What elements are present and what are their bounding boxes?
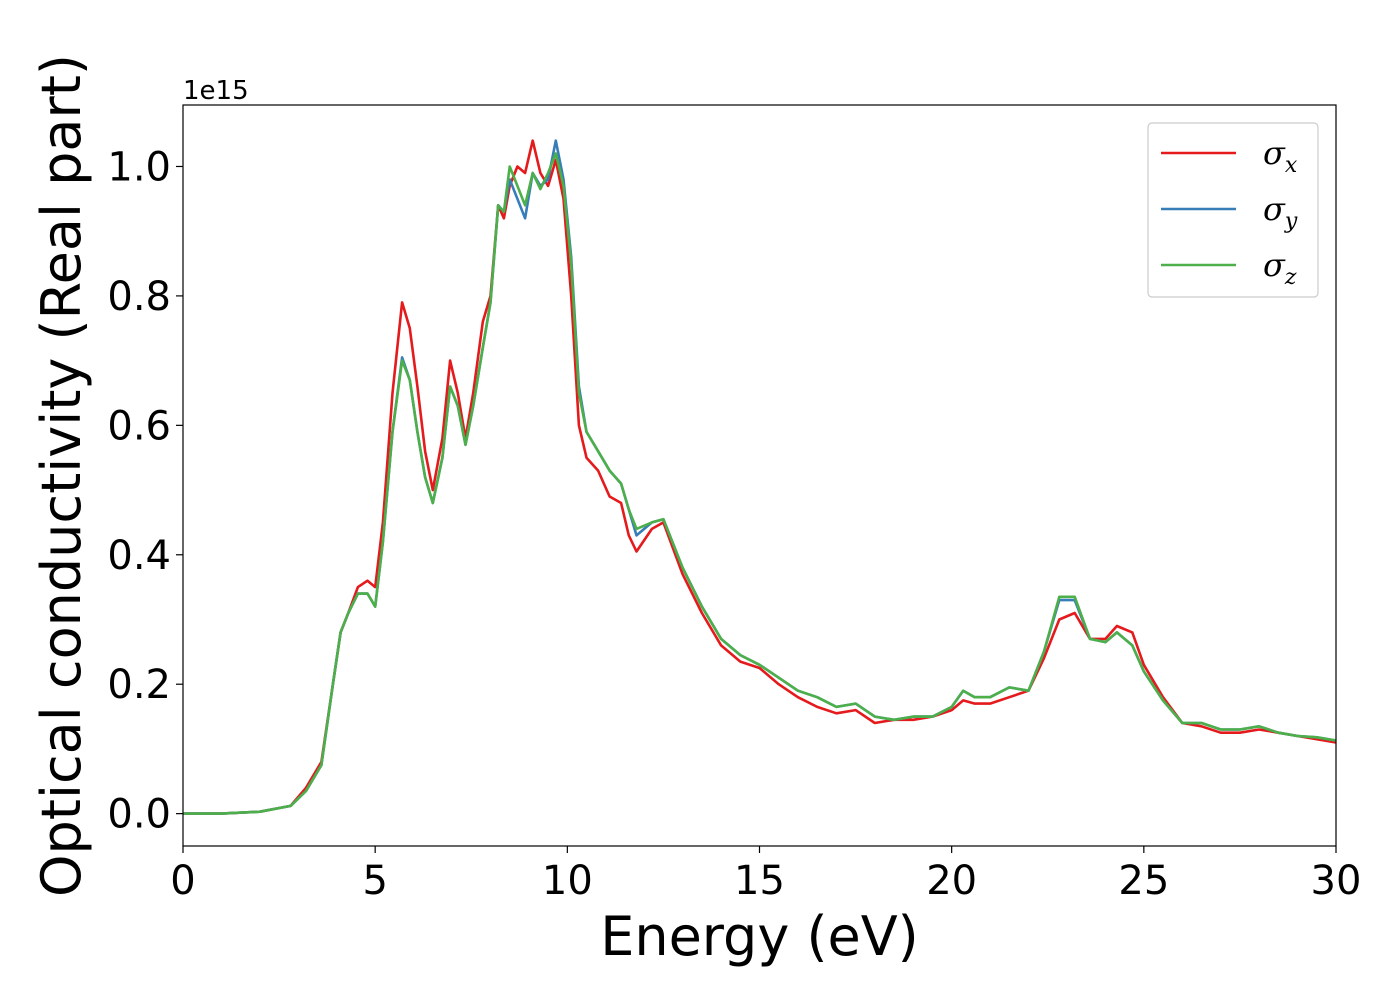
y-tick-label: 0.2 bbox=[107, 662, 171, 708]
legend-subscript: x bbox=[1285, 153, 1298, 178]
series-line-z bbox=[183, 152, 1337, 815]
legend-label-z: σz bbox=[1263, 246, 1297, 290]
y-tick-label: 0.8 bbox=[107, 274, 171, 320]
series-layer bbox=[183, 139, 1337, 815]
legend-symbol: σ bbox=[1263, 134, 1286, 172]
legend-subscript: y bbox=[1284, 209, 1298, 234]
x-axis-label: Energy (eV) bbox=[600, 905, 919, 968]
legend-label-x: σx bbox=[1263, 134, 1298, 178]
x-tick-label: 0 bbox=[170, 858, 195, 904]
legend-subscript: z bbox=[1284, 265, 1297, 290]
x-tick-label: 15 bbox=[734, 858, 785, 904]
tick-layer: 0 5 10 15 20 25 30 0.0 0.2 0.4 0.6 0.8 1.0 bbox=[107, 144, 1361, 904]
y-tick-label: 0.6 bbox=[107, 403, 171, 449]
x-tick-label: 30 bbox=[1311, 858, 1362, 904]
x-tick-label: 25 bbox=[1118, 858, 1169, 904]
x-tick-label: 10 bbox=[542, 858, 593, 904]
y-offset-label: 1e15 bbox=[183, 76, 249, 106]
y-tick-label: 1.0 bbox=[107, 144, 171, 190]
x-tick-label: 20 bbox=[926, 858, 977, 904]
legend-symbol: σ bbox=[1263, 190, 1286, 228]
legend-symbol: σ bbox=[1263, 246, 1286, 284]
x-tick-label: 5 bbox=[362, 858, 387, 904]
y-axis-label: Optical conductivity (Real part) bbox=[30, 54, 93, 897]
y-tick-label: 0.4 bbox=[107, 533, 171, 579]
legend-label-y: σy bbox=[1263, 190, 1298, 234]
y-tick-label: 0.0 bbox=[107, 792, 171, 838]
